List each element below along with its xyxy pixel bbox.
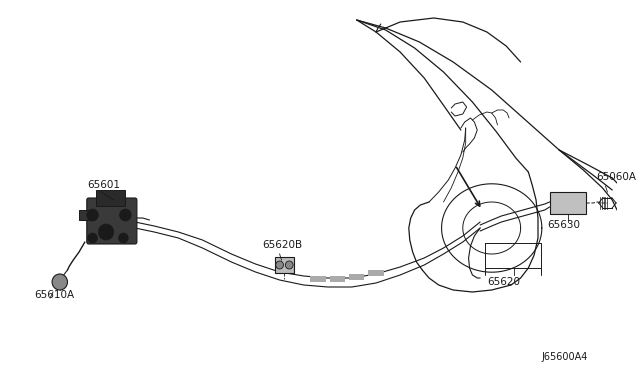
FancyBboxPatch shape <box>87 198 137 244</box>
Text: 65620: 65620 <box>487 277 520 287</box>
Text: J65600A4: J65600A4 <box>541 352 588 362</box>
Text: 65620B: 65620B <box>262 240 302 250</box>
Text: 65060A: 65060A <box>596 172 636 182</box>
Bar <box>275 257 294 273</box>
Circle shape <box>118 233 128 243</box>
Circle shape <box>285 261 293 269</box>
Circle shape <box>88 233 97 243</box>
Circle shape <box>276 261 284 269</box>
Bar <box>550 192 586 214</box>
Text: 65630: 65630 <box>548 220 580 230</box>
Circle shape <box>120 209 131 221</box>
Bar <box>310 276 326 282</box>
Circle shape <box>99 224 114 240</box>
Text: 65601: 65601 <box>87 180 120 190</box>
Bar <box>97 190 125 206</box>
Bar <box>79 210 93 220</box>
Bar <box>349 274 364 280</box>
Text: 65610A: 65610A <box>35 290 75 300</box>
Circle shape <box>87 209 99 221</box>
Bar <box>330 276 345 282</box>
Circle shape <box>52 274 67 290</box>
Bar <box>368 270 384 276</box>
